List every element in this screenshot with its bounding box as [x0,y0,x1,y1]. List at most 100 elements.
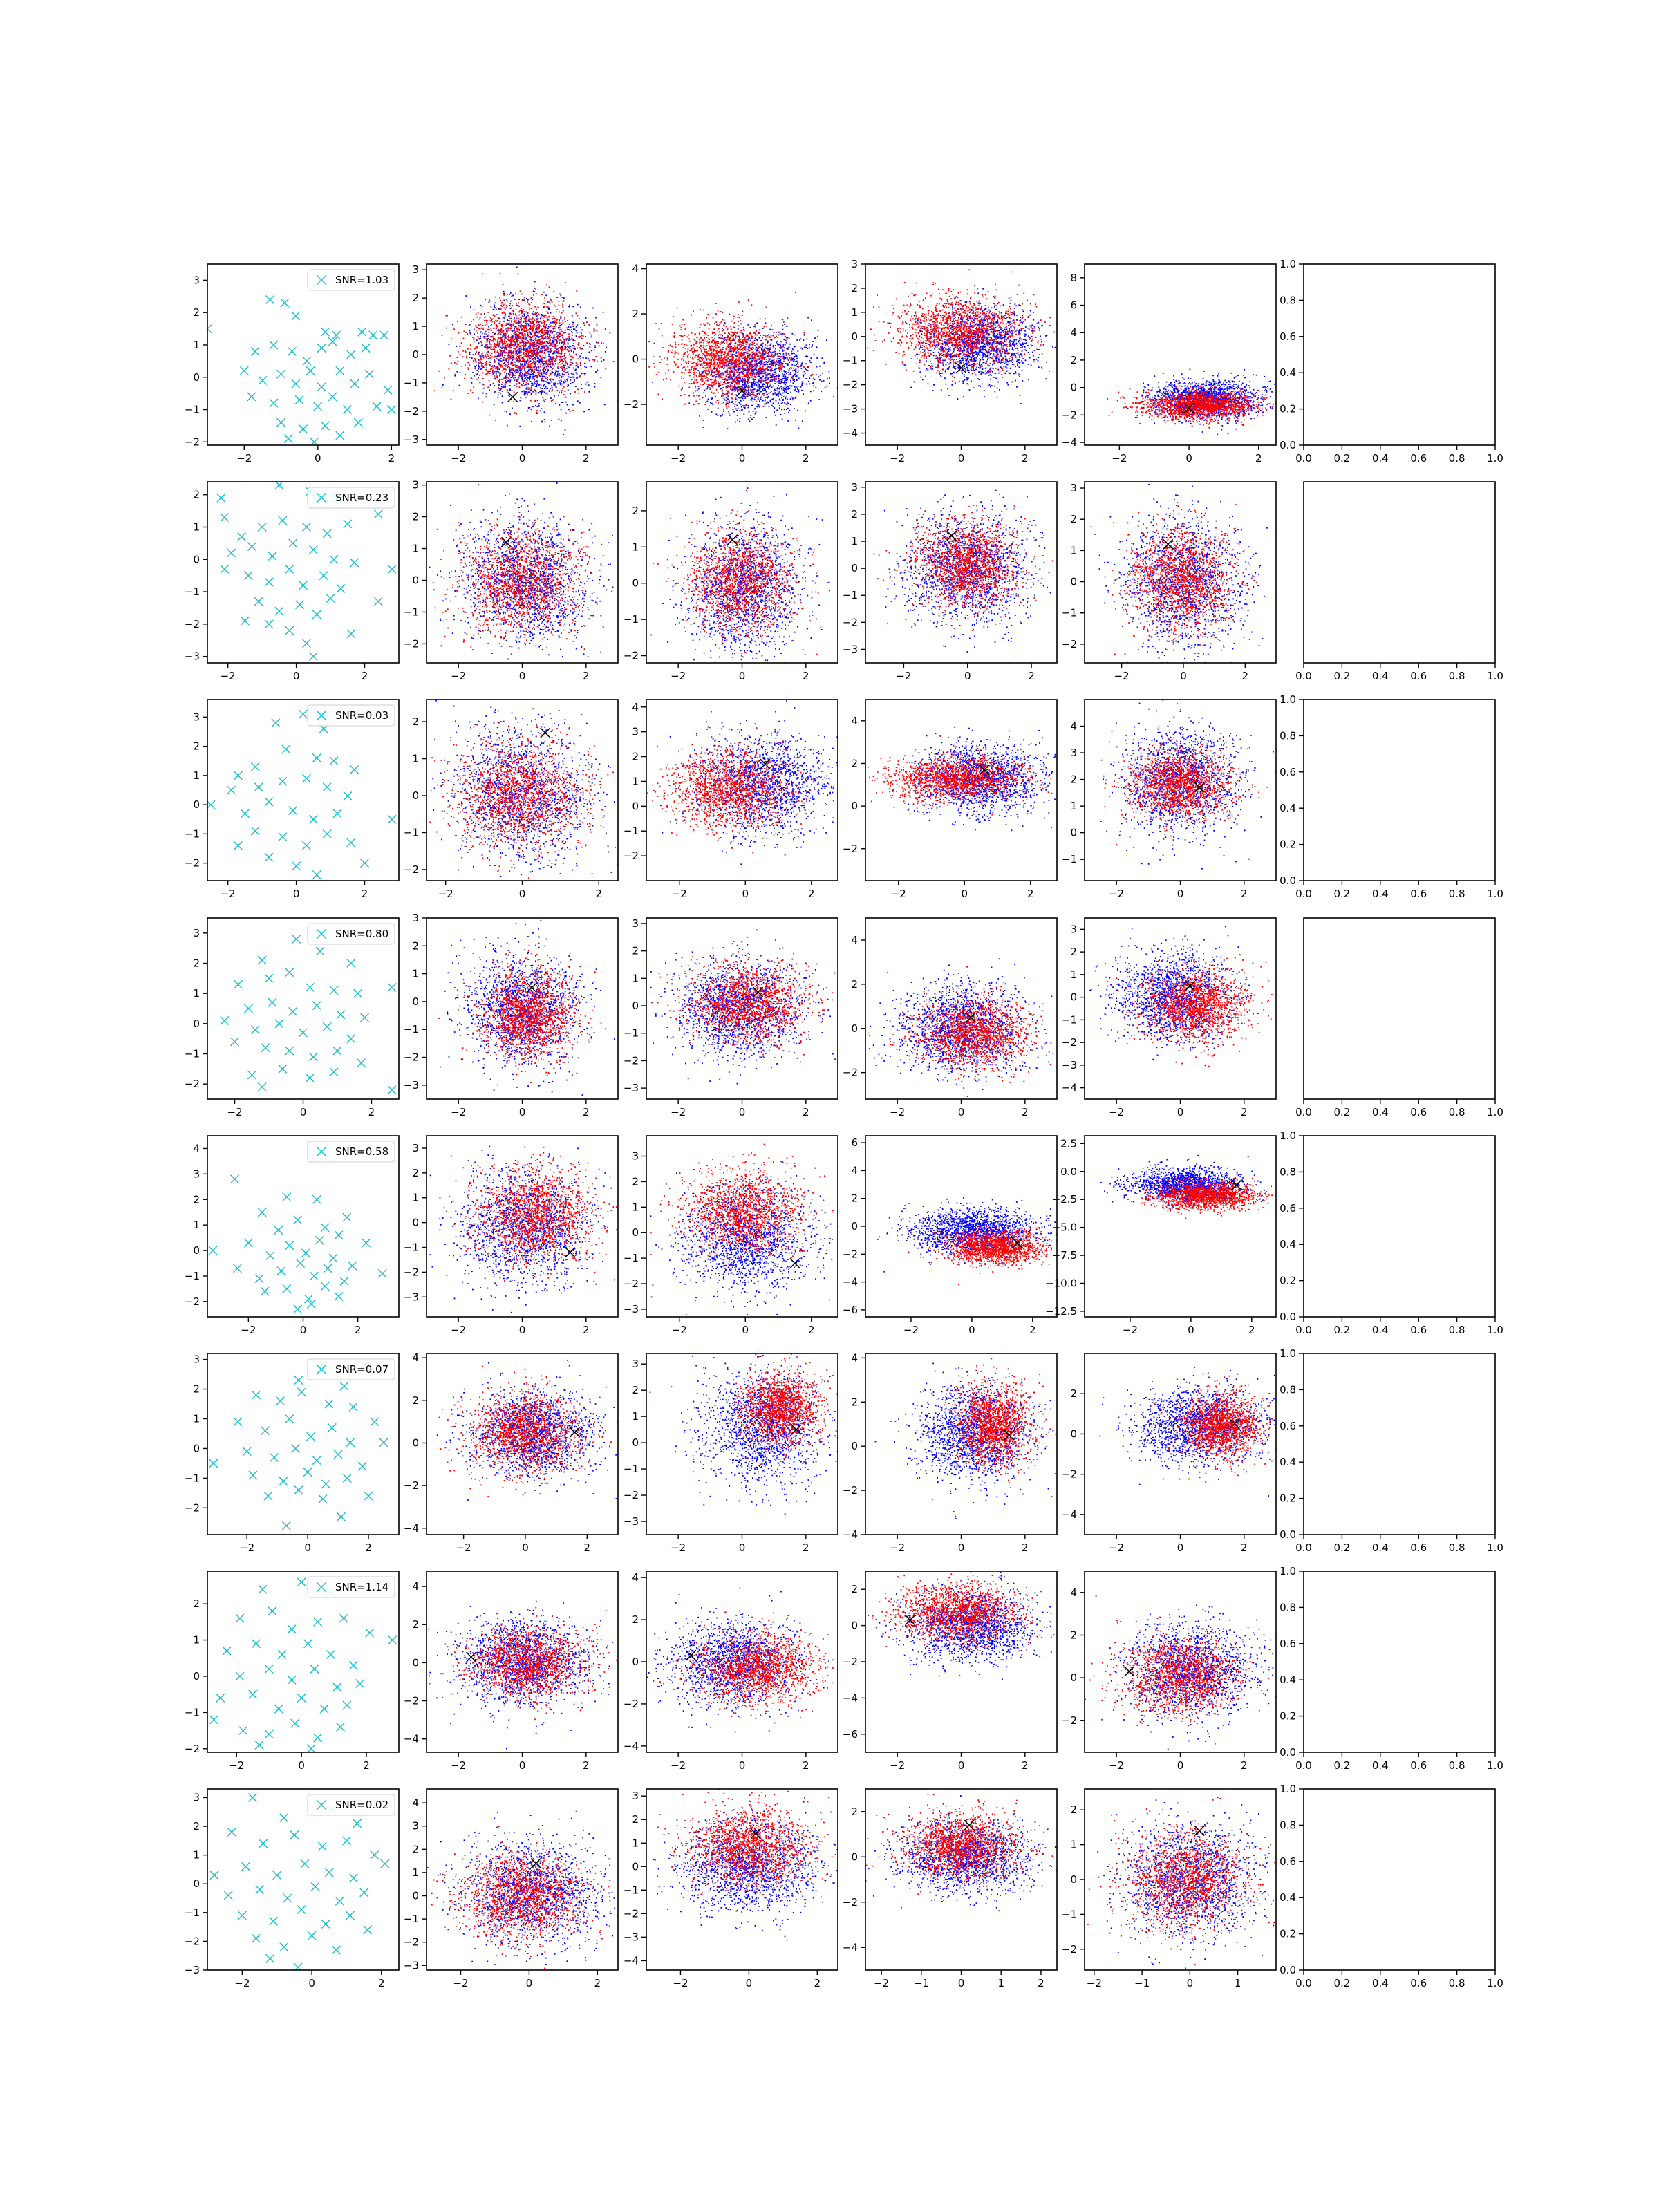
red-point [484,347,485,348]
blue-point [754,340,756,341]
blue-point [570,393,571,395]
blue-point [536,315,537,316]
blue-point [506,305,507,306]
blue-point [503,293,505,294]
red-point [496,324,497,326]
blue-point [751,386,753,388]
red-point [521,384,523,385]
blue-point [543,397,544,398]
blue-point [570,326,572,328]
red-point [550,330,552,332]
blue-point [526,377,527,378]
blue-point [575,330,577,332]
red-point [534,369,536,371]
blue-point [700,364,701,366]
blue-point [474,366,475,367]
blue-point [491,344,492,346]
blue-point [597,361,598,362]
blue-point [525,323,527,324]
blue-point [722,403,723,404]
blue-point [756,406,758,407]
blue-point [502,395,503,397]
blue-point [762,400,764,402]
blue-point [563,381,564,382]
red-point [482,372,483,373]
blue-point [771,368,773,369]
red-point [543,332,545,333]
red-point [491,336,493,337]
red-point [742,335,744,336]
blue-point [744,407,746,409]
blue-point [573,353,574,354]
blue-point [802,348,803,350]
blue-point [787,358,788,359]
blue-point [575,369,577,371]
blue-point [747,362,748,363]
blue-point [503,347,505,348]
blue-point [586,382,588,383]
blue-point [503,333,505,335]
blue-point [750,399,751,400]
red-point [494,344,496,346]
blue-point [793,375,794,377]
red-point [460,354,461,355]
red-point [447,315,448,317]
red-point [551,363,552,364]
red-point [533,323,534,324]
red-point [509,344,510,345]
blue-point [474,333,475,335]
blue-point [779,350,780,352]
blue-point [568,367,570,368]
blue-point [724,322,726,324]
red-point [505,352,507,353]
blue-point [573,351,574,353]
blue-point [697,395,698,396]
blue-point [782,393,784,394]
blue-point [545,381,546,382]
red-point [493,346,494,348]
blue-point [795,389,796,391]
red-point [506,365,507,366]
blue-point [628,417,629,418]
blue-point [775,383,776,384]
red-point [513,344,514,346]
blue-point [541,315,542,316]
red-point [589,360,590,362]
blue-point [524,375,525,377]
red-point [536,347,538,348]
red-point [498,341,500,342]
blue-point [581,373,583,374]
blue-point [783,370,785,371]
red-point [486,324,487,325]
red-point [485,332,486,334]
red-point [521,308,522,309]
blue-point [763,388,765,389]
red-point [522,385,523,386]
blue-point [534,366,535,368]
blue-point [724,398,725,400]
blue-point [703,392,704,393]
red-point [514,365,516,366]
red-point [481,354,482,355]
blue-point [509,359,511,360]
blue-point [742,405,744,406]
red-point [510,358,512,359]
red-point [708,378,709,379]
red-point [514,371,516,373]
red-point [553,316,554,317]
blue-point [789,385,791,386]
red-point [521,317,522,318]
blue-point [505,386,506,388]
blue-point [755,413,756,415]
red-point [500,308,502,310]
blue-point [478,398,479,400]
blue-point [574,377,575,378]
red-point [581,335,583,337]
blue-point [775,368,776,369]
red-point [770,339,771,341]
blue-point [769,373,771,375]
red-point [555,347,556,348]
blue-point [465,295,467,297]
red-point [561,348,563,350]
blue-point [573,368,574,369]
